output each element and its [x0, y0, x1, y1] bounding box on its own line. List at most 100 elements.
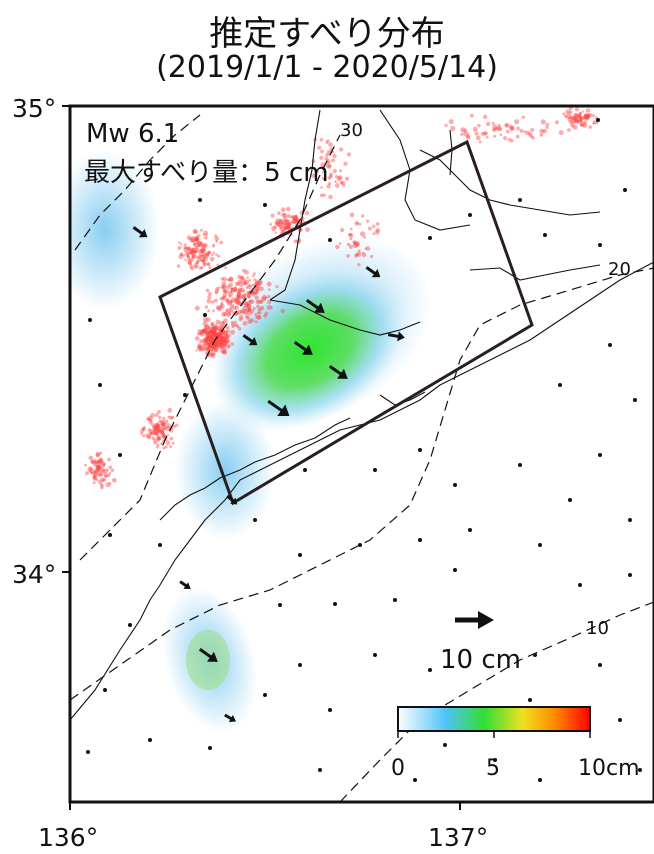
tremor-dot — [349, 233, 353, 237]
station-dot — [208, 746, 212, 750]
tremor-dot — [450, 125, 456, 132]
tremor-dot — [568, 110, 573, 115]
tremor-dot — [207, 345, 212, 350]
tremor-dot — [224, 347, 227, 351]
tremor-dot — [188, 250, 194, 255]
tremor-dot — [217, 333, 222, 338]
tremor-dot — [212, 326, 217, 331]
tremor-dot — [349, 227, 353, 231]
tremor-dot — [193, 251, 197, 255]
tremor-dot — [216, 343, 220, 347]
depth-label-20: 20 — [608, 259, 631, 280]
tremor-dot — [108, 465, 113, 470]
tremor-dot — [237, 295, 240, 298]
tremor-dot — [246, 303, 252, 309]
station-dot — [198, 198, 202, 202]
tremor-dot — [207, 250, 211, 255]
tremor-dot — [233, 290, 236, 293]
tremor-dot — [257, 285, 261, 289]
tremor-dot — [505, 129, 510, 134]
tremor-dot — [323, 177, 326, 181]
tremor-dot — [286, 214, 291, 219]
tremor-dot — [199, 339, 204, 344]
tremor-dot — [213, 342, 217, 346]
tremor-dot — [202, 233, 206, 236]
tremor-dot — [555, 120, 559, 125]
tremor-dot — [191, 247, 196, 252]
tremor-dot — [246, 304, 251, 308]
tremor-dot — [202, 256, 208, 262]
tremor-dot — [258, 299, 264, 305]
tremor-dot — [485, 135, 489, 139]
station-dot — [608, 343, 612, 347]
tremor-dot — [142, 434, 146, 438]
tremor-dot — [154, 413, 159, 417]
tremor-dot — [354, 221, 359, 226]
tremor-dot — [562, 112, 566, 116]
tremor-dot — [206, 348, 210, 352]
tremor-dot — [255, 291, 258, 294]
tremor-dot — [230, 300, 234, 303]
colorbar — [397, 706, 591, 732]
tremor-dot — [324, 156, 329, 161]
tremor-dot — [260, 305, 265, 310]
tremor-dot — [96, 465, 102, 471]
tremor-dot — [147, 415, 153, 422]
tremor-dot — [217, 339, 223, 345]
tremor-dot — [574, 107, 579, 112]
tremor-dot — [256, 299, 259, 302]
tremor-dot — [92, 461, 98, 467]
tremor-dot — [293, 215, 298, 220]
tremor-dot — [92, 475, 98, 481]
max-slip-label: 最大すべり量：5 cm — [84, 158, 329, 188]
tremor-dot — [230, 329, 235, 335]
tremor-dot — [237, 287, 243, 292]
tremor-dot — [242, 305, 248, 311]
tremor-dot — [220, 335, 225, 341]
tremor-dot — [573, 125, 578, 130]
tremor-dot — [197, 345, 203, 350]
tremor-dot — [340, 227, 345, 233]
tremor-dot — [153, 425, 158, 430]
tremor-dot — [202, 348, 206, 352]
tremor-dot — [237, 300, 242, 306]
tremor-dot — [355, 242, 360, 248]
tremor-dot — [162, 426, 167, 431]
tremor-dot — [201, 329, 205, 333]
tremor-dot — [248, 308, 252, 312]
tremor-dot — [236, 281, 239, 285]
tremor-dot — [149, 421, 153, 425]
tremor-dot — [493, 134, 497, 138]
station-dot — [148, 738, 152, 742]
tremor-dot — [248, 307, 252, 310]
tremor-dot — [210, 321, 215, 327]
tremor-dot — [195, 261, 199, 265]
tremor-dot — [228, 291, 234, 297]
tremor-dot — [545, 122, 550, 127]
slip-field — [70, 150, 433, 734]
tremor-dot — [165, 440, 171, 446]
station-dot — [598, 243, 602, 247]
tremor-dot — [92, 481, 96, 485]
tremor-dot — [290, 219, 295, 224]
tremor-dot — [287, 219, 291, 223]
tremor-dot — [583, 114, 589, 120]
tremor-dot — [213, 341, 219, 346]
tremor-dot — [579, 111, 583, 115]
station-dot — [128, 623, 132, 627]
tremor-dot — [224, 335, 228, 340]
tremor-dot — [190, 247, 195, 253]
tremor-dot — [578, 112, 582, 116]
tremor-dot — [585, 108, 591, 113]
tremor-dot — [304, 210, 310, 216]
tremor-dot — [219, 336, 225, 341]
tremor-dot — [219, 333, 222, 336]
tremor-dot — [92, 473, 97, 478]
tremor-dot — [204, 253, 209, 259]
tremor-dot — [523, 130, 526, 133]
station-dot — [298, 553, 302, 557]
tremor-dot — [202, 252, 206, 257]
tremor-dot — [211, 353, 215, 356]
tremor-dot — [580, 116, 584, 120]
tremor-dot — [156, 431, 159, 434]
